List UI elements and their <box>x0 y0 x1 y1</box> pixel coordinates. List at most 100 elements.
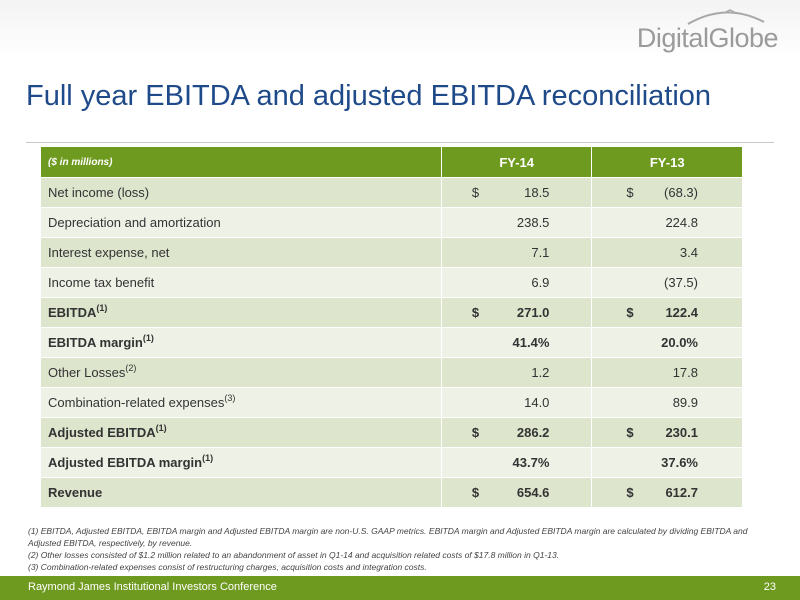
cell-value: 18.5 <box>524 185 550 200</box>
currency-symbol: $ <box>626 485 634 500</box>
cell-fy14: $18.5 <box>440 177 593 208</box>
table-row: Revenue $654.6 $612.7 <box>40 477 743 508</box>
row-label-text: Net income (loss) <box>48 185 150 200</box>
footnote-ref: (1) <box>96 302 108 313</box>
page-number: 23 <box>763 581 776 593</box>
digitalglobe-logo: DigitalGlobe <box>628 8 779 56</box>
row-label-text: Revenue <box>48 485 103 500</box>
row-label: Interest expense, net <box>40 237 442 268</box>
title-divider <box>26 142 774 143</box>
currency-symbol: $ <box>471 485 480 500</box>
cell-fy13: $612.7 <box>591 477 743 508</box>
cell-fy14: 41.4% <box>440 327 593 358</box>
row-label-text: Depreciation and amortization <box>48 215 221 230</box>
logo-text: DigitalGlobe <box>636 23 779 53</box>
cell-value: 271.0 <box>516 305 550 320</box>
cell-value: (68.3) <box>664 185 698 200</box>
cell-value: 612.7 <box>665 485 698 500</box>
table-row: Adjusted EBITDA margin(1) 43.7% 37.6% <box>40 447 743 478</box>
cell-value: 230.1 <box>665 425 698 440</box>
cell-value: 20.0% <box>661 335 698 350</box>
cell-fy13: $122.4 <box>591 297 743 328</box>
footnote-ref: (3) <box>224 392 236 403</box>
cell-fy13: $ (68.3) <box>591 177 743 208</box>
row-label: Net income (loss) <box>40 177 442 208</box>
row-label: EBITDA(1) <box>40 297 442 328</box>
footnote-ref: (2) <box>125 362 137 373</box>
table-row: Depreciation and amortization 238.5 224.8 <box>40 207 743 238</box>
column-header-fy13: FY-13 <box>591 146 743 178</box>
row-label-text: Combination-related expenses <box>48 395 225 410</box>
table-row: Other Losses(2) 1.2 17.8 <box>40 357 743 388</box>
cell-value: 6.9 <box>531 275 550 290</box>
cell-fy14: $286.2 <box>440 417 593 448</box>
cell-fy14: $271.0 <box>440 297 593 328</box>
cell-fy14: 43.7% <box>440 447 593 478</box>
cell-fy14: 14.0 <box>440 387 593 418</box>
row-label: Income tax benefit <box>40 267 442 298</box>
cell-value: 14.0 <box>524 395 550 410</box>
row-label-text: Interest expense, net <box>48 245 170 260</box>
page-title: Full year EBITDA and adjusted EBITDA rec… <box>26 80 712 112</box>
row-label: Combination-related expenses(3) <box>40 387 442 418</box>
row-label-text: Adjusted EBITDA <box>48 425 156 440</box>
cell-fy13: $230.1 <box>591 417 743 448</box>
cell-value: 1.2 <box>531 365 550 380</box>
cell-fy13: (37.5) <box>591 267 743 298</box>
column-header-fy14: FY-14 <box>440 146 593 178</box>
row-label-text: Adjusted EBITDA margin <box>48 455 203 470</box>
row-label: EBITDA margin(1) <box>40 327 442 358</box>
row-label-text: EBITDA <box>48 305 97 320</box>
row-label: Revenue <box>40 477 442 508</box>
cell-value: 122.4 <box>665 305 698 320</box>
row-label: Other Losses(2) <box>40 357 442 388</box>
footnotes: (1) EBITDA, Adjusted EBITDA, EBITDA marg… <box>28 525 778 573</box>
cell-fy13: 89.9 <box>591 387 743 418</box>
table-row: Interest expense, net 7.1 3.4 <box>40 237 743 268</box>
currency-symbol: $ <box>471 305 480 320</box>
footnote-3: (3) Combination-related expenses consist… <box>28 562 427 572</box>
table-row: Income tax benefit 6.9 (37.5) <box>40 267 743 298</box>
row-label: Adjusted EBITDA(1) <box>40 417 442 448</box>
currency-symbol: $ <box>626 305 634 320</box>
cell-fy14: 238.5 <box>440 207 593 238</box>
row-label-text: Other Losses <box>48 365 126 380</box>
currency-symbol: $ <box>626 425 634 440</box>
row-label: Depreciation and amortization <box>40 207 442 238</box>
reconciliation-table: ($ in millions) FY-14 FY-13 Net income (… <box>40 146 743 508</box>
cell-fy13: 224.8 <box>591 207 743 238</box>
footnote-ref: (1) <box>142 332 154 343</box>
currency-symbol: $ <box>471 425 480 440</box>
table-row: Adjusted EBITDA(1) $286.2 $230.1 <box>40 417 743 448</box>
logo-arc-icon <box>687 9 765 25</box>
footnote-ref: (1) <box>155 422 167 433</box>
cell-value: 286.2 <box>516 425 550 440</box>
cell-fy13: 17.8 <box>591 357 743 388</box>
table-row: Net income (loss) $18.5 $ (68.3) <box>40 177 743 208</box>
footnote-1: (1) EBITDA, Adjusted EBITDA, EBITDA marg… <box>28 526 748 548</box>
table-row: EBITDA margin(1) 41.4% 20.0% <box>40 327 743 358</box>
footer-conference-name: Raymond James Institutional Investors Co… <box>28 581 277 593</box>
cell-fy14: 7.1 <box>440 237 593 268</box>
currency-symbol: $ <box>626 185 634 200</box>
cell-value: 43.7% <box>512 455 550 470</box>
cell-value: 224.8 <box>665 215 698 230</box>
cell-fy13: 37.6% <box>591 447 743 478</box>
cell-fy13: 20.0% <box>591 327 743 358</box>
footer-bar: Raymond James Institutional Investors Co… <box>0 576 800 600</box>
cell-value: 17.8 <box>672 365 698 380</box>
table-header-row: ($ in millions) FY-14 FY-13 <box>40 146 743 178</box>
cell-fy14: $654.6 <box>440 477 593 508</box>
cell-fy13: 3.4 <box>591 237 743 268</box>
row-label-text: EBITDA margin <box>48 335 143 350</box>
cell-fy14: 6.9 <box>440 267 593 298</box>
table-row: EBITDA(1) $271.0 $122.4 <box>40 297 743 328</box>
cell-value: (37.5) <box>664 275 698 290</box>
currency-symbol: $ <box>471 185 480 200</box>
units-label: ($ in millions) <box>40 146 442 178</box>
cell-value: 7.1 <box>531 245 550 260</box>
cell-value: 89.9 <box>672 395 698 410</box>
cell-value: 3.4 <box>679 245 698 260</box>
table-row: Combination-related expenses(3) 14.0 89.9 <box>40 387 743 418</box>
footnote-ref: (1) <box>202 452 214 463</box>
